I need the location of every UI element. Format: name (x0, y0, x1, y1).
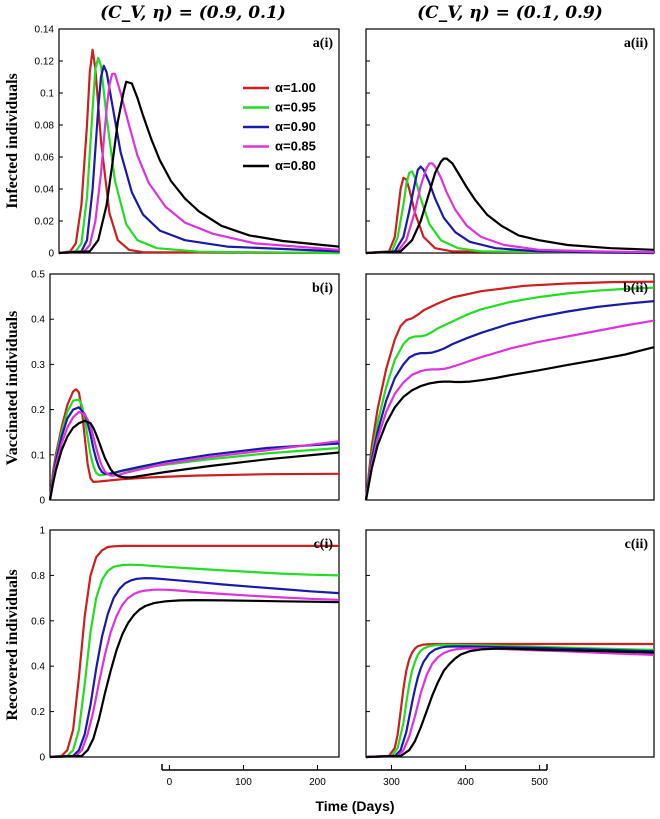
series-line-alpha-0.80 (365, 157, 655, 255)
series-line-alpha-0.85 (48, 410, 340, 501)
series-line-alpha-0.80 (364, 346, 655, 501)
y-tick-label: 0.08 (35, 121, 55, 132)
legend-entry: α=0.80 (275, 158, 316, 173)
panel-aii: a(ii) (365, 28, 655, 255)
ylabel-infected: Infected individuals (4, 73, 21, 209)
plot-frame (49, 529, 340, 758)
panel-ai: 0 0.02 0.04 0.06 0.08 0.1 0.12 0.14 a(i) (35, 25, 340, 260)
series-line-alpha-1.00 (365, 642, 654, 759)
plot-frame (365, 28, 655, 254)
series-line-alpha-1.00 (364, 280, 655, 501)
series-line-alpha-1.00 (49, 544, 339, 759)
series-line-alpha-0.80 (49, 599, 340, 759)
series-line-alpha-0.95 (364, 286, 655, 501)
x-tick-label: 200 (309, 777, 326, 788)
series-line-alpha-0.95 (365, 170, 655, 255)
y-tick-label: 0.1 (31, 450, 45, 461)
y-tick-label: 0.4 (31, 662, 45, 673)
legend: α=1.00 α=0.95 α=0.90 α=0.85 α=0.80 (243, 80, 316, 173)
y-tick-label: 0.02 (35, 217, 55, 228)
series-line-alpha-0.85 (58, 72, 340, 255)
x-tick-label: 500 (531, 777, 548, 788)
legend-entry: α=0.85 (275, 139, 316, 154)
ylabel-recovered: Recovered individuals (4, 569, 21, 720)
y-tick-label: 0.04 (35, 185, 55, 196)
legend-entry: α=0.95 (275, 100, 316, 115)
y-tick-label: 0 (39, 753, 45, 764)
x-tick-label: 300 (383, 777, 400, 788)
panel-cii: c(ii) (365, 529, 655, 759)
series-line-alpha-0.80 (48, 419, 340, 501)
legend-entry: α=1.00 (275, 80, 316, 95)
series-line-alpha-0.90 (365, 165, 655, 255)
y-tick-label: 0.1 (40, 89, 54, 100)
series-line-alpha-1.00 (58, 48, 340, 255)
y-tick-label: 0 (48, 249, 54, 260)
series-line-alpha-0.95 (58, 56, 340, 255)
y-tick-label: 0.2 (31, 405, 45, 416)
shared-x-axis: 0 100 200 300 400 500 (161, 764, 548, 788)
series-line-alpha-0.90 (364, 300, 655, 501)
panel-label: a(i) (313, 36, 334, 51)
series-line-alpha-0.90 (49, 577, 340, 759)
y-tick-label: 0.12 (35, 57, 55, 68)
panels: 00.020.040.060.080.10.120.14a(i) a(ii)00.… (31, 25, 655, 764)
y-tick-label: 1 (39, 526, 45, 537)
panel-label: a(ii) (624, 36, 648, 51)
series-line-alpha-1.00 (48, 388, 340, 501)
panel-bi: 0 0.1 0.2 0.3 0.4 0.5 b(i) (31, 270, 340, 507)
panel-label: b(i) (312, 281, 333, 296)
y-tick-label: 0.14 (35, 25, 55, 36)
series-line-alpha-0.95 (49, 563, 340, 759)
plot-frame (49, 273, 340, 501)
series-line-alpha-0.85 (364, 319, 655, 501)
ylabel-vaccinated: Vaccinated individuals (4, 311, 21, 466)
panel-label: c(ii) (625, 537, 649, 552)
column-title-left: (C_V, η) = (0.9, 0.1) (100, 3, 286, 23)
y-tick-label: 0 (39, 496, 45, 507)
x-axis-label: Time (Days) (315, 798, 394, 814)
y-tick-label: 0.3 (31, 360, 45, 371)
series-line-alpha-0.95 (365, 643, 655, 759)
y-tick-label: 0.8 (31, 571, 45, 582)
series-line-alpha-0.80 (365, 647, 655, 759)
panel-bii: b(ii) (364, 273, 655, 501)
series-line-alpha-0.85 (365, 647, 655, 759)
series-line-alpha-0.85 (365, 162, 655, 255)
legend-entry: α=0.90 (275, 119, 316, 134)
x-tick-label: 0 (167, 777, 173, 788)
y-tick-label: 0.06 (35, 153, 55, 164)
panel-label: b(ii) (623, 281, 648, 296)
series-line-alpha-0.85 (49, 588, 340, 759)
y-tick-label: 0.6 (31, 616, 45, 627)
panel-label: c(i) (314, 537, 334, 552)
y-tick-label: 0.5 (31, 270, 45, 281)
series-line-alpha-1.00 (365, 176, 655, 255)
series-line-alpha-0.90 (48, 406, 340, 501)
series-line-alpha-0.80 (58, 80, 340, 255)
plot-frame (365, 273, 655, 501)
x-tick-label: 100 (235, 777, 252, 788)
series-line-alpha-0.90 (365, 645, 655, 759)
panel-ci: 0 0.2 0.4 0.6 0.8 1 c(i) (31, 526, 340, 764)
x-tick-label: 400 (457, 777, 474, 788)
y-tick-label: 0.2 (31, 707, 45, 718)
y-tick-label: 0.4 (31, 315, 45, 326)
column-title-right: (C_V, η) = (0.1, 0.9) (417, 3, 603, 23)
